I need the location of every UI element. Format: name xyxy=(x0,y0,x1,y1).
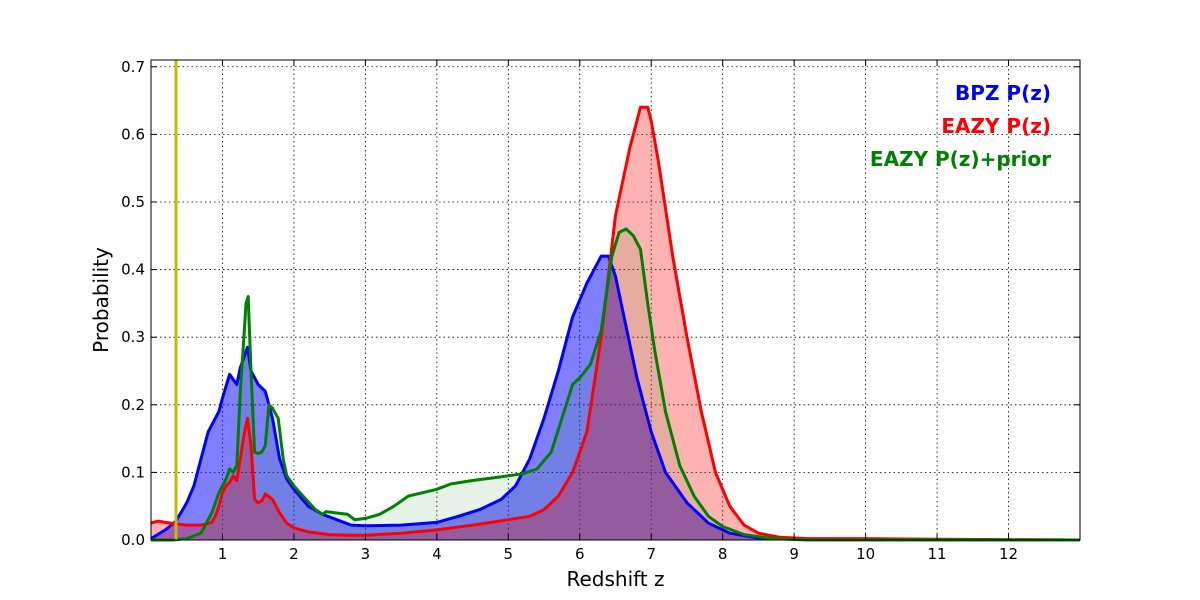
y-tick-label: 0.2 xyxy=(121,396,145,414)
y-tick-label: 0.5 xyxy=(121,193,145,211)
x-tick-label: 7 xyxy=(646,545,656,563)
y-tick-label: 0.6 xyxy=(121,125,145,143)
plot-frame xyxy=(150,59,1081,541)
x-tick-label: 10 xyxy=(856,545,875,563)
legend-entry-eazy-p-z-prior: EAZY P(z)+prior xyxy=(870,147,1051,171)
x-tick-label: 12 xyxy=(999,545,1018,563)
series-line-bpz-p-z xyxy=(150,254,1081,542)
x-tick-label: 3 xyxy=(361,545,371,563)
x-tick-label: 5 xyxy=(504,545,514,563)
x-tick-label: 11 xyxy=(928,545,947,563)
series-lines xyxy=(150,60,1081,542)
y-tick-label: 0.3 xyxy=(121,328,145,346)
y-tick-label: 0.1 xyxy=(121,463,145,481)
x-tick-label: 9 xyxy=(789,545,799,563)
series-fill-eazy-p-z-prior xyxy=(151,229,1080,540)
ticks: 1 2 3 4 5 6 7 8 9 10 11 120.00.10.20.30.40.50.60.7 xyxy=(121,58,1080,563)
series-fill-eazy-p-z xyxy=(151,107,1080,541)
legend-entry-eazy-p-z: EAZY P(z) xyxy=(941,114,1051,138)
x-tick-label: 2 xyxy=(289,545,299,563)
y-tick-label: 0.7 xyxy=(121,58,145,76)
x-tick-label: 4 xyxy=(432,545,442,563)
y-tick-label: 0.4 xyxy=(121,261,145,279)
legend-entry-bpz-p-z: BPZ P(z) xyxy=(955,81,1051,105)
x-tick-label: 1 xyxy=(218,545,228,563)
x-tick-label: 6 xyxy=(575,545,585,563)
series-fills xyxy=(151,107,1080,541)
series-fill-bpz-p-z xyxy=(151,256,1080,540)
series-line-eazy-p-z-prior xyxy=(151,227,1080,542)
legend: BPZ P(z) EAZY P(z) EAZY P(z)+prior xyxy=(870,81,1051,171)
y-axis-title: Probability xyxy=(89,247,113,353)
y-tick-label: 0.0 xyxy=(121,531,145,549)
x-axis-title: Redshift z xyxy=(566,567,664,591)
x-tick-label: 8 xyxy=(718,545,728,563)
series-line-eazy-p-z xyxy=(150,105,1081,542)
